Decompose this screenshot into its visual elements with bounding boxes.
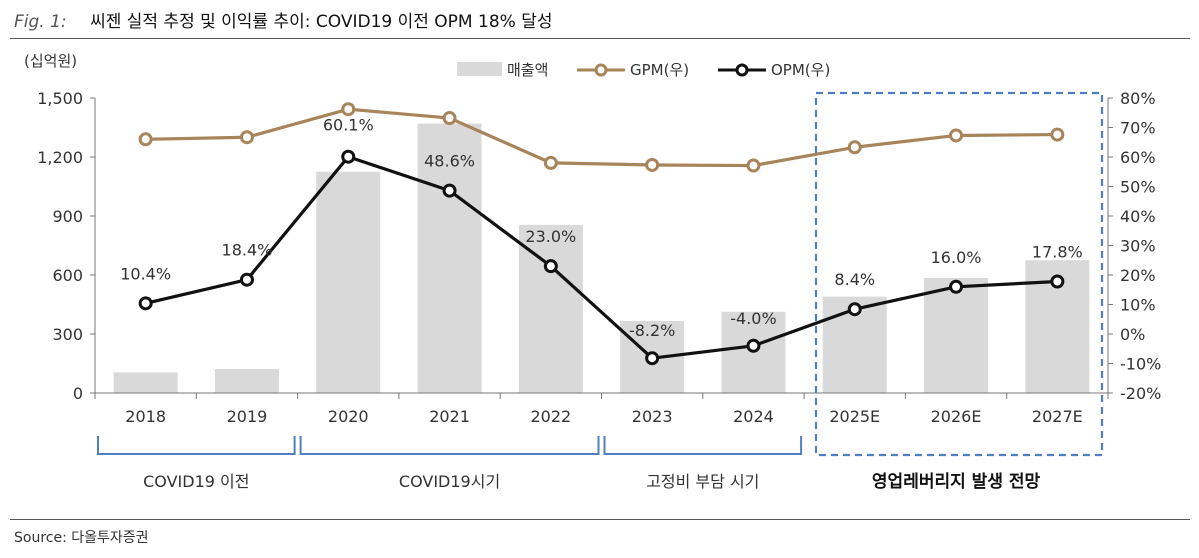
figure-title-text: 씨젠 실적 추정 및 이익률 추이: COVID19 이전 OPM 18% 달성 <box>90 12 553 32</box>
gpm-point <box>847 140 862 155</box>
gpm-point <box>138 132 153 147</box>
left-tick-label: 1,500 <box>37 89 83 108</box>
opm-data-label: 10.4% <box>120 264 171 283</box>
opm-point <box>442 183 457 198</box>
opm-point <box>138 296 153 311</box>
opm-point <box>1050 274 1065 289</box>
legend-opm-marker <box>735 63 749 77</box>
revenue-bar <box>214 369 279 393</box>
opm-point <box>847 302 862 317</box>
legend-opm-label: OPM(우) <box>771 61 830 79</box>
opm-data-label: -4.0% <box>730 309 776 328</box>
x-tick-label: 2025E <box>829 407 880 426</box>
right-tick-label: 10% <box>1120 296 1156 315</box>
opm-data-label: 8.4% <box>834 270 875 289</box>
revenue-bar <box>113 372 178 393</box>
left-tick-label: 600 <box>52 266 83 285</box>
figure-title: Fig. 1: 씨젠 실적 추정 및 이익률 추이: COVID19 이전 OP… <box>14 7 552 32</box>
period-bracket <box>97 436 296 455</box>
opm-point <box>239 272 254 287</box>
left-tick-label: 1,200 <box>37 148 83 167</box>
left-tick-label: 900 <box>52 207 83 226</box>
right-tick-label: 60% <box>1120 148 1156 167</box>
opm-line <box>145 155 1058 360</box>
x-tick-label: 2019 <box>227 407 268 426</box>
gpm-line <box>145 107 1058 168</box>
x-tick-label: 2024 <box>733 407 774 426</box>
right-tick-label: 40% <box>1120 207 1156 226</box>
figure-label: Fig. 1: <box>14 12 67 32</box>
legend-revenue-label: 매출액 <box>507 61 548 79</box>
opm-data-label: 48.6% <box>424 152 475 171</box>
top-rule <box>10 38 1190 39</box>
right-tick-label: -10% <box>1120 355 1161 374</box>
right-tick-label: 70% <box>1120 119 1156 138</box>
revenue-bar <box>924 277 989 393</box>
revenue-bar <box>518 224 583 393</box>
right-tick-label: -20% <box>1120 384 1161 403</box>
opm-data-label: -8.2% <box>629 321 675 340</box>
gpm-point <box>949 128 964 143</box>
x-tick-label: 2023 <box>632 407 673 426</box>
period-label: 영업레버리지 발생 전망 <box>872 472 1041 492</box>
gpm-point <box>1050 127 1065 142</box>
opm-point <box>645 351 660 366</box>
right-tick-label: 50% <box>1120 178 1156 197</box>
gpm-point <box>239 130 254 145</box>
period-label: 고정비 부담 시기 <box>646 472 759 491</box>
gpm-point <box>543 155 558 170</box>
revenue-bar <box>417 123 482 394</box>
opm-data-label: 16.0% <box>931 248 982 267</box>
x-tick-label: 2018 <box>125 407 166 426</box>
gpm-point <box>746 158 761 173</box>
right-tick-label: 80% <box>1120 89 1156 108</box>
period-label: COVID19 이전 <box>143 472 249 491</box>
x-tick-label: 2020 <box>328 407 369 426</box>
left-tick-label: 0 <box>73 384 83 403</box>
legend-revenue-swatch <box>457 62 502 76</box>
right-tick-label: 0% <box>1120 325 1145 344</box>
opm-data-label: 18.4% <box>222 241 273 260</box>
period-bracket <box>603 436 803 455</box>
opm-point <box>341 149 356 164</box>
x-tick-label: 2022 <box>530 407 571 426</box>
opm-data-label: 17.8% <box>1032 242 1083 261</box>
period-label: COVID19시기 <box>399 472 500 491</box>
gpm-point <box>442 111 457 126</box>
revenue-bar <box>316 171 381 393</box>
right-tick-label: 30% <box>1120 237 1156 256</box>
bottom-rule <box>10 519 1190 520</box>
legend-gpm-marker <box>594 63 608 77</box>
gpm-point <box>645 157 660 172</box>
opm-data-label: 23.0% <box>525 227 576 246</box>
opm-data-label: 60.1% <box>323 116 374 135</box>
opm-point <box>746 338 761 353</box>
opm-point <box>543 259 558 274</box>
left-axis-unit: (십억원) <box>24 52 77 70</box>
right-tick-label: 20% <box>1120 266 1156 285</box>
x-tick-label: 2027E <box>1032 407 1083 426</box>
x-tick-label: 2021 <box>429 407 470 426</box>
left-tick-label: 300 <box>52 325 83 344</box>
x-tick-label: 2026E <box>931 407 982 426</box>
source-note: Source: 다올투자증권 <box>14 530 149 546</box>
gpm-point <box>341 102 356 117</box>
opm-point <box>949 279 964 294</box>
legend-gpm-label: GPM(우) <box>630 61 689 79</box>
period-bracket <box>299 436 600 455</box>
